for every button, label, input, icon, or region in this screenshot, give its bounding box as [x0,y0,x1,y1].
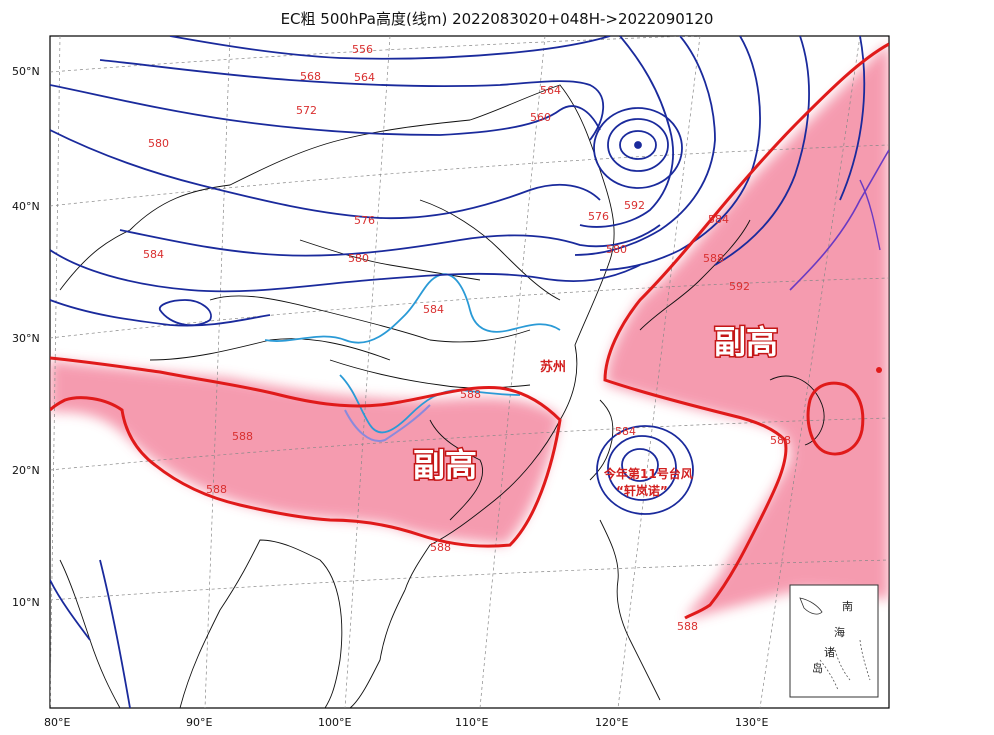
contour-label: 564 [540,84,561,97]
contour-label: 576 [354,214,375,227]
contour-label: 584 [423,303,444,316]
lon-label-80: 80°E [44,716,70,729]
contour-label: 564 [354,71,375,84]
lat-label-30: 30°N [12,332,40,345]
lon-label-100: 100°E [318,716,351,729]
contour-592-purple [789,149,889,291]
contour-label: 580 [606,243,627,256]
contour-label: 584 [615,425,636,438]
contour-label: 568 [300,70,321,83]
lon-label-110: 110°E [455,716,488,729]
contour-label: 588 [430,541,451,554]
south-china-sea-inset: 南 海 诸 岛 [789,584,879,698]
contour-label: 588 [677,620,698,633]
contour-label: 588 [460,388,481,401]
svg-text:海: 海 [834,625,845,639]
subtropical-high-label-east: 副高 [714,323,778,361]
contour-label: 584 [708,213,729,226]
contour-label: 580 [348,252,369,265]
contour-label: 588 [703,252,724,265]
contour-label: 560 [530,111,551,124]
subtropical-high-fill [50,46,889,620]
svg-text:诸: 诸 [824,646,835,659]
contour-label: 592 [624,199,645,212]
lon-label-130: 130°E [735,716,768,729]
contour-label: 580 [148,137,169,150]
lon-label-90: 90°E [186,716,212,729]
lat-label-50: 50°N [12,65,40,78]
contour-label: 584 [143,248,164,261]
contour-588-high [50,42,889,620]
typhoon-label-line2: “轩岚诺” [616,483,668,498]
coastlines-borders [59,84,825,708]
contour-label: 572 [296,104,317,117]
city-label-suzhou: 苏州 [540,359,566,375]
contour-labels: 556 564 564 568 572 580 580 576 576 584 … [143,43,791,633]
svg-text:岛: 岛 [812,661,823,675]
typhoon-label-line1: 今年第11号台风 [603,466,693,481]
rivers [264,273,561,434]
lat-label-10: 10°N [12,596,40,609]
subtropical-high-label-west: 副高 [413,446,477,484]
contour-label: 588 [206,483,227,496]
map-title: EC粗 500hPa高度(线m) 2022083020+048H->202209… [280,10,714,28]
purple-river-segment [344,404,431,442]
contour-label: 576 [588,210,609,223]
lon-label-120: 120°E [595,716,628,729]
contour-label: 592 [729,280,750,293]
contour-label: 588 [770,434,791,447]
contour-label: 588 [232,430,253,443]
contour-label: 556 [352,43,373,56]
svg-text:南: 南 [842,600,853,613]
lat-label-40: 40°N [12,200,40,213]
height-contours [50,36,866,708]
lat-label-20: 20°N [12,464,40,477]
